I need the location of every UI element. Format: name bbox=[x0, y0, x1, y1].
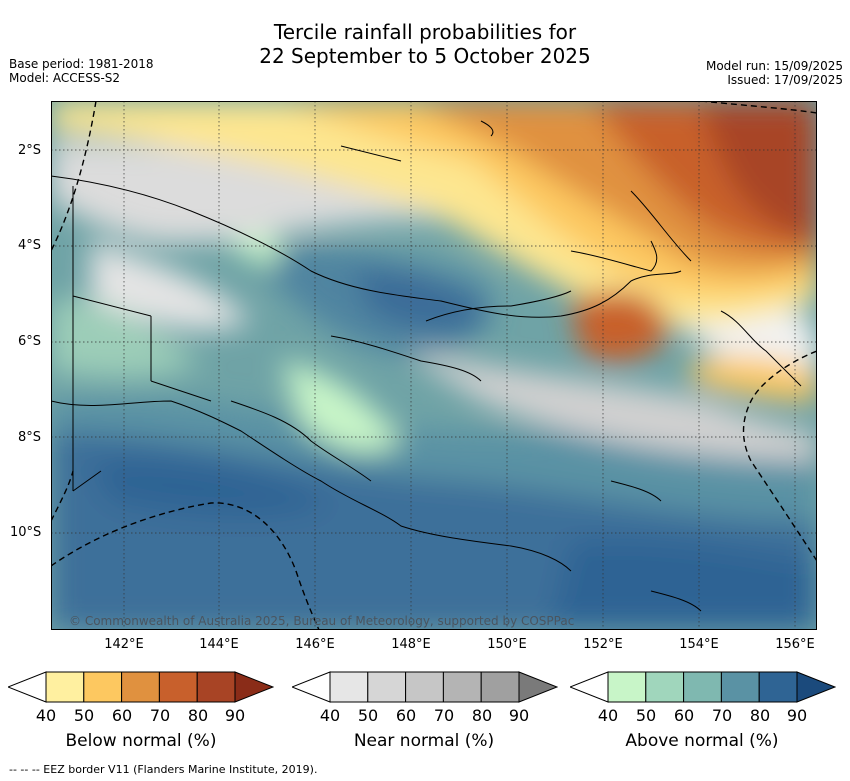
lon-label-150e: 150°E bbox=[487, 637, 527, 652]
run-info: Model run: 15/09/2025 Issued: 17/09/2025 bbox=[706, 59, 843, 87]
lon-label-152e: 152°E bbox=[583, 637, 623, 652]
map-svg bbox=[51, 101, 817, 630]
colorbar-tick: 70 bbox=[711, 706, 733, 725]
lon-label-146e: 146°E bbox=[295, 637, 335, 652]
model-run: Model run: 15/09/2025 bbox=[705, 59, 843, 73]
model-name: Model: ACCESS-S2 bbox=[9, 71, 121, 85]
colorbar-tick: 50 bbox=[357, 706, 379, 725]
colorbar-near-swatch bbox=[329, 671, 369, 703]
colorbar-above-swatches bbox=[607, 671, 798, 703]
model-info: Base period: 1981-2018 Model: ACCESS-S2 bbox=[9, 57, 154, 85]
colorbar-above-swatch bbox=[645, 671, 685, 703]
map-title: Tercile rainfall probabilities for 22 Se… bbox=[0, 20, 850, 68]
probability-field bbox=[51, 101, 817, 630]
colorbar-tick: 50 bbox=[635, 706, 657, 725]
colorbar-near-swatches bbox=[329, 671, 520, 703]
lon-label-144e: 144°E bbox=[199, 637, 239, 652]
national-border bbox=[72, 186, 212, 492]
colorbar-tick: 90 bbox=[508, 706, 530, 725]
colorbar-near bbox=[292, 671, 558, 703]
lon-label-156e: 156°E bbox=[775, 637, 815, 652]
title-line-1: Tercile rainfall probabilities for bbox=[273, 20, 577, 44]
colorbar-above-max-arrow bbox=[796, 671, 836, 703]
colorbar-near-label: Near normal (%) bbox=[353, 731, 495, 751]
colorbar-near-min-arrow bbox=[292, 671, 331, 703]
colorbar-below-swatch bbox=[196, 671, 236, 703]
lat-label-6s: 6°S bbox=[18, 334, 42, 349]
title-line-2: 22 September to 5 October 2025 bbox=[259, 44, 591, 68]
eez-legend-note: -- -- -- EEZ border V11 (Flanders Marine… bbox=[9, 763, 318, 776]
colorbar-near-swatch bbox=[367, 671, 407, 703]
colorbar-near-swatch bbox=[405, 671, 444, 703]
colorbar-above-min-arrow bbox=[570, 671, 609, 703]
eez-border bbox=[51, 101, 817, 630]
coastlines bbox=[51, 120, 802, 612]
colorbar-above-label: Above normal (%) bbox=[625, 731, 779, 751]
colorbar-tick: 80 bbox=[187, 706, 209, 725]
colorbar-below-swatch bbox=[158, 671, 198, 703]
colorbar-above-swatch bbox=[720, 671, 760, 703]
colorbar-tick: 60 bbox=[395, 706, 417, 725]
lon-label-148e: 148°E bbox=[391, 637, 431, 652]
base-period: Base period: 1981-2018 bbox=[9, 57, 154, 71]
colorbar-tick: 40 bbox=[597, 706, 619, 725]
colorbar-tick: 80 bbox=[471, 706, 493, 725]
copyright-notice: © Commonwealth of Australia 2025, Bureau… bbox=[69, 614, 575, 628]
colorbar-below-swatch bbox=[45, 671, 85, 703]
colorbar-below bbox=[8, 671, 274, 703]
colorbar-above bbox=[570, 671, 836, 703]
colorbar-above-swatch bbox=[683, 671, 722, 703]
map-frame bbox=[51, 101, 817, 630]
colorbar-near-swatch bbox=[442, 671, 482, 703]
graticule bbox=[51, 101, 817, 630]
map-area bbox=[51, 101, 817, 630]
colorbar-tick: 90 bbox=[224, 706, 246, 725]
colorbar-above-swatch bbox=[607, 671, 647, 703]
colorbar-tick: 60 bbox=[673, 706, 695, 725]
colorbar-tick: 70 bbox=[149, 706, 171, 725]
lat-label-10s: 10°S bbox=[10, 525, 42, 540]
colorbar-near-swatch bbox=[480, 671, 520, 703]
colorbar-tick: 80 bbox=[749, 706, 771, 725]
lon-label-142e: 142°E bbox=[104, 637, 144, 652]
colorbar-below-swatches bbox=[45, 671, 236, 703]
colorbar-tick: 60 bbox=[111, 706, 133, 725]
colorbar-above-swatch bbox=[758, 671, 798, 703]
lat-label-4s: 4°S bbox=[18, 238, 42, 253]
issued-date: Issued: 17/09/2025 bbox=[727, 73, 843, 87]
colorbar-below-swatch bbox=[121, 671, 160, 703]
colorbar-tick: 90 bbox=[786, 706, 808, 725]
colorbar-below-min-arrow bbox=[8, 671, 47, 703]
colorbar-below-label: Below normal (%) bbox=[65, 731, 217, 751]
lat-label-2s: 2°S bbox=[18, 143, 42, 158]
colorbar-tick: 50 bbox=[73, 706, 95, 725]
colorbar-tick: 70 bbox=[433, 706, 455, 725]
lat-label-8s: 8°S bbox=[18, 430, 42, 445]
lon-label-154e: 154°E bbox=[679, 637, 719, 652]
colorbar-near-max-arrow bbox=[518, 671, 558, 703]
colorbar-below-swatch bbox=[83, 671, 123, 703]
colorbar-tick: 40 bbox=[319, 706, 341, 725]
colorbar-below-max-arrow bbox=[234, 671, 274, 703]
colorbar-tick: 40 bbox=[35, 706, 57, 725]
